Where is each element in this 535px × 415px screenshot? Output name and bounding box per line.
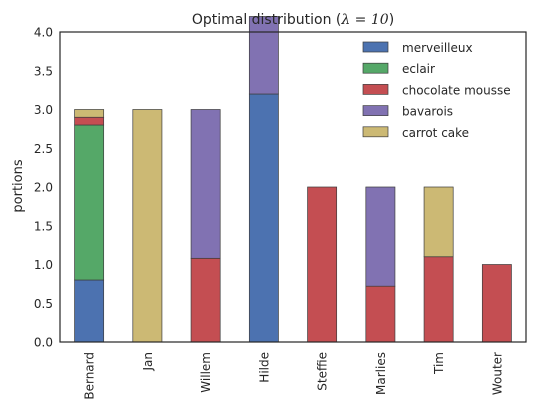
- bar-segment-1-0: [74, 124, 105, 281]
- bar-segment-2-5: [365, 285, 396, 343]
- legend-label-2: chocolate mousse: [402, 83, 511, 97]
- bar-segment-3-5: [365, 186, 396, 287]
- bar-segment-2-6: [423, 256, 454, 343]
- x-tick-label-4: Steffie: [316, 352, 330, 391]
- x-tick-label-6: Tim: [432, 352, 446, 375]
- bar-segment-3-2: [190, 109, 221, 259]
- bar-segment-4-1: [132, 109, 163, 343]
- x-tick-label-5: Marlies: [374, 352, 388, 395]
- legend-swatch-1: [362, 62, 389, 74]
- bar-segment-0-0: [74, 279, 105, 343]
- y-tick-label-7: 3.5: [34, 64, 53, 78]
- legend-swatch-3: [362, 105, 389, 116]
- legend-label-0: merveilleux: [402, 41, 473, 55]
- bar-segment-2-0: [74, 116, 105, 126]
- chart-title-prefix: Optimal distribution (: [192, 12, 342, 28]
- legend-label-3: bavarois: [402, 105, 453, 119]
- chart-title: Optimal distribution (λ = 10): [192, 12, 394, 28]
- legend-swatch-2: [362, 84, 389, 95]
- legend-swatch-0: [362, 41, 389, 53]
- legend-label-4: carrot cake: [402, 126, 469, 140]
- bars-layer: [74, 16, 512, 343]
- x-tick-label-2: Willem: [199, 352, 213, 393]
- bar-segment-2-2: [190, 257, 221, 343]
- bar-segment-0-3: [248, 93, 279, 343]
- x-tick-label-3: Hilde: [257, 352, 271, 383]
- y-tick-label-0: 0.0: [34, 336, 53, 350]
- y-tick-label-2: 1.0: [34, 258, 53, 272]
- y-tick-label-3: 1.5: [34, 219, 53, 233]
- chart-title-suffix: ): [389, 12, 394, 28]
- bar-segment-2-4: [307, 186, 338, 343]
- x-tick-label-0: Bernard: [83, 352, 97, 400]
- y-tick-label-5: 2.5: [34, 142, 53, 156]
- legend: merveilleux eclair chocolate mousse bavaroi…: [362, 41, 511, 140]
- y-tick-label-4: 2.0: [34, 181, 53, 195]
- bar-segment-4-6: [423, 186, 454, 258]
- bar-segment-3-3: [248, 16, 279, 95]
- legend-label-1: eclair: [402, 62, 435, 76]
- y-axis-label: portions: [11, 159, 26, 212]
- chart-title-eq: =: [350, 12, 371, 28]
- y-tick-label-1: 0.5: [34, 297, 53, 311]
- x-tick-label-7: Wouter: [490, 352, 504, 395]
- y-tick-label-8: 4.0: [34, 26, 53, 40]
- plot-frame: [59, 31, 527, 343]
- y-tick-label-6: 3.0: [34, 103, 53, 117]
- legend-swatch-4: [362, 126, 389, 138]
- bar-segment-2-7: [481, 264, 512, 343]
- chart-title-value: 10: [371, 12, 389, 28]
- chart-title-lambda: λ: [340, 12, 350, 28]
- axes-layer: 0.0 0.5 1.0 1.5 2.0 2.5 3.0 3.5 4.0 Bernard Jan Wil…: [34, 26, 527, 400]
- x-tick-label-1: Jan: [141, 352, 155, 372]
- bar-segment-4-0: [74, 109, 105, 118]
